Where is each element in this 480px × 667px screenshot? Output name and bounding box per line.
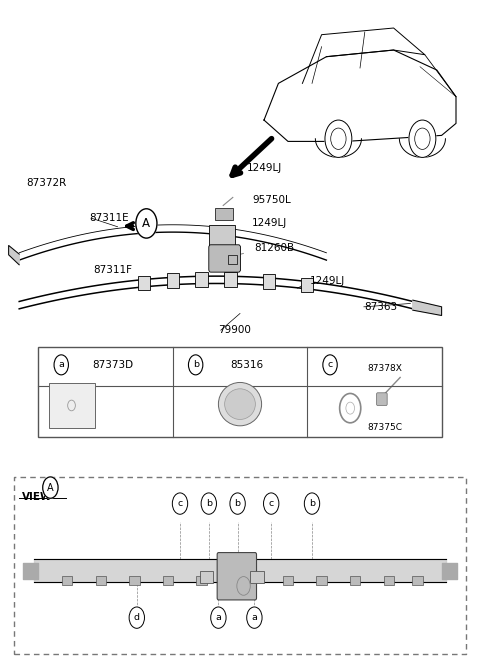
FancyBboxPatch shape	[350, 576, 360, 584]
Text: 85316: 85316	[230, 360, 264, 370]
Text: 95750L: 95750L	[252, 195, 291, 205]
Ellipse shape	[225, 389, 255, 420]
FancyBboxPatch shape	[301, 277, 313, 292]
Text: 81260B: 81260B	[254, 243, 295, 253]
FancyBboxPatch shape	[263, 274, 275, 289]
FancyBboxPatch shape	[215, 208, 233, 220]
Text: c: c	[327, 360, 333, 370]
Text: b: b	[206, 499, 212, 508]
FancyBboxPatch shape	[228, 255, 237, 264]
Circle shape	[189, 355, 203, 375]
Text: d: d	[134, 613, 140, 622]
Circle shape	[409, 120, 436, 157]
Circle shape	[230, 493, 245, 514]
Text: 87378X: 87378X	[368, 364, 403, 373]
FancyBboxPatch shape	[195, 272, 208, 287]
FancyBboxPatch shape	[244, 576, 255, 584]
FancyBboxPatch shape	[49, 383, 95, 428]
Text: a: a	[58, 360, 64, 370]
Text: 1249LJ: 1249LJ	[247, 163, 282, 173]
Circle shape	[323, 355, 337, 375]
Polygon shape	[9, 245, 19, 265]
Circle shape	[211, 607, 226, 628]
Circle shape	[172, 493, 188, 514]
FancyBboxPatch shape	[196, 576, 207, 584]
Text: 79900: 79900	[218, 325, 251, 335]
Circle shape	[129, 607, 144, 628]
FancyBboxPatch shape	[384, 576, 394, 584]
Circle shape	[325, 120, 352, 157]
Circle shape	[247, 607, 262, 628]
Text: VIEW: VIEW	[22, 492, 52, 502]
Text: b: b	[309, 499, 315, 508]
Circle shape	[201, 493, 216, 514]
Text: c: c	[269, 499, 274, 508]
Text: 87372R: 87372R	[26, 179, 67, 188]
Text: 1249LJ: 1249LJ	[252, 219, 287, 228]
Circle shape	[54, 355, 69, 375]
FancyBboxPatch shape	[412, 576, 423, 584]
FancyBboxPatch shape	[96, 576, 106, 584]
Polygon shape	[413, 300, 442, 315]
Text: 87363: 87363	[364, 302, 397, 311]
Text: A: A	[143, 217, 150, 230]
FancyBboxPatch shape	[283, 576, 293, 584]
Circle shape	[304, 493, 320, 514]
Text: a: a	[216, 613, 221, 622]
FancyBboxPatch shape	[129, 576, 140, 584]
Text: 87375C: 87375C	[368, 424, 403, 432]
Text: A: A	[47, 483, 54, 492]
Text: b: b	[235, 499, 240, 508]
Circle shape	[264, 493, 279, 514]
Text: b: b	[192, 360, 199, 370]
FancyBboxPatch shape	[250, 571, 264, 583]
FancyBboxPatch shape	[38, 347, 442, 437]
FancyBboxPatch shape	[163, 576, 173, 584]
FancyBboxPatch shape	[224, 272, 237, 287]
Text: a: a	[252, 613, 257, 622]
Ellipse shape	[218, 382, 262, 426]
Circle shape	[136, 209, 157, 238]
Text: 87373D: 87373D	[92, 360, 133, 370]
Text: c: c	[178, 499, 182, 508]
FancyBboxPatch shape	[209, 245, 240, 272]
FancyBboxPatch shape	[200, 571, 213, 583]
Text: 87311E: 87311E	[89, 213, 129, 223]
FancyBboxPatch shape	[138, 275, 150, 290]
Text: 1249LJ: 1249LJ	[310, 277, 345, 286]
Circle shape	[43, 477, 58, 498]
FancyBboxPatch shape	[62, 576, 72, 584]
FancyBboxPatch shape	[167, 273, 179, 288]
FancyBboxPatch shape	[217, 552, 256, 600]
FancyBboxPatch shape	[377, 393, 387, 406]
FancyBboxPatch shape	[316, 576, 327, 584]
Text: 87311F: 87311F	[94, 265, 132, 275]
FancyBboxPatch shape	[209, 225, 235, 245]
